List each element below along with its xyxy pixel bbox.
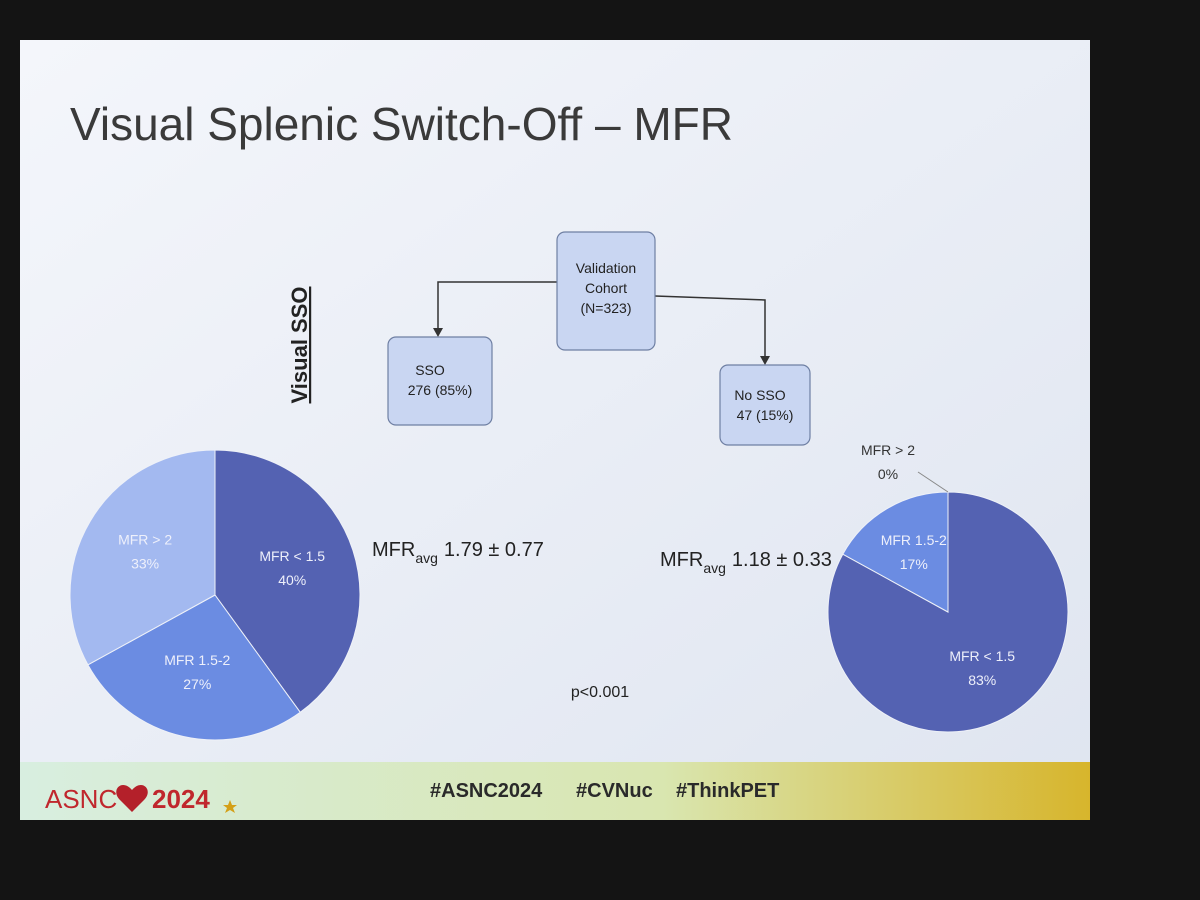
slice-value: 0% bbox=[878, 466, 898, 482]
p-value: p<0.001 bbox=[571, 684, 629, 701]
node-text: Validation bbox=[576, 260, 636, 276]
logo-year: 2024 bbox=[152, 784, 210, 814]
slice-label: MFR > 2 bbox=[861, 442, 915, 458]
stat-value: 1.18 ± 0.33 bbox=[732, 549, 832, 571]
arrow bbox=[437, 281, 557, 330]
stat: MFRavg 1.79 ± 0.77 bbox=[372, 539, 544, 566]
node-text: Cohort bbox=[585, 280, 627, 296]
arrow-head bbox=[760, 356, 770, 365]
slice-value: 83% bbox=[968, 672, 996, 688]
arrow-head bbox=[433, 328, 443, 337]
pie-slice bbox=[69, 449, 216, 666]
stat-label: MFR bbox=[660, 549, 703, 571]
pie-slice bbox=[842, 491, 949, 613]
node: Validation Cohort (N=323) bbox=[556, 231, 656, 351]
logo-heart bbox=[116, 784, 148, 812]
hashtag: #CVNuc bbox=[576, 780, 653, 802]
stat-value: 1.79 ± 0.77 bbox=[444, 539, 544, 561]
node-text: 47 (15%) bbox=[737, 407, 794, 423]
logo-star bbox=[223, 800, 237, 813]
leader-line bbox=[917, 471, 949, 493]
logo-text: ASNC bbox=[45, 784, 117, 814]
slice-value: 33% bbox=[131, 556, 159, 572]
side-label: Visual SSO bbox=[287, 287, 312, 404]
slice-label: MFR 1.5-2 bbox=[164, 652, 230, 668]
slice-label: MFR < 1.5 bbox=[259, 548, 325, 564]
stat: MFRavg 1.18 ± 0.33 bbox=[660, 549, 832, 576]
slice-value: 27% bbox=[183, 676, 211, 692]
node: No SSO 47 (15%) bbox=[719, 364, 811, 446]
slice-value: 17% bbox=[900, 556, 928, 572]
stat-label: MFR bbox=[372, 539, 415, 561]
node-box bbox=[387, 336, 493, 426]
footer-band bbox=[20, 762, 1090, 820]
slice-label: MFR 1.5-2 bbox=[881, 532, 947, 548]
slice-label: MFR < 1.5 bbox=[949, 648, 1015, 664]
node-box bbox=[719, 364, 811, 446]
hashtag: #ThinkPET bbox=[676, 780, 779, 802]
slice-value: 40% bbox=[278, 572, 306, 588]
stat-subscript: avg bbox=[703, 560, 726, 576]
node-text: 276 (85%) bbox=[408, 382, 473, 398]
pie-slice bbox=[214, 449, 361, 714]
node-text: SSO bbox=[415, 362, 445, 378]
arrow bbox=[654, 295, 766, 358]
node: SSO 276 (85%) bbox=[387, 336, 493, 426]
pie-slice bbox=[87, 594, 301, 741]
node-text: No SSO bbox=[734, 387, 785, 403]
title: Visual Splenic Switch-Off – MFR bbox=[70, 98, 733, 150]
stat-subscript: avg bbox=[415, 550, 438, 566]
flow-diagram: Validation Cohort (N=323) SSO 276 (85%) … bbox=[387, 231, 811, 446]
slice-label: MFR > 2 bbox=[118, 532, 172, 548]
node-text: (N=323) bbox=[581, 300, 632, 316]
node-box bbox=[556, 231, 656, 351]
logo: ASNC 2024 bbox=[45, 784, 237, 814]
hashtag: #ASNC2024 bbox=[430, 780, 543, 802]
